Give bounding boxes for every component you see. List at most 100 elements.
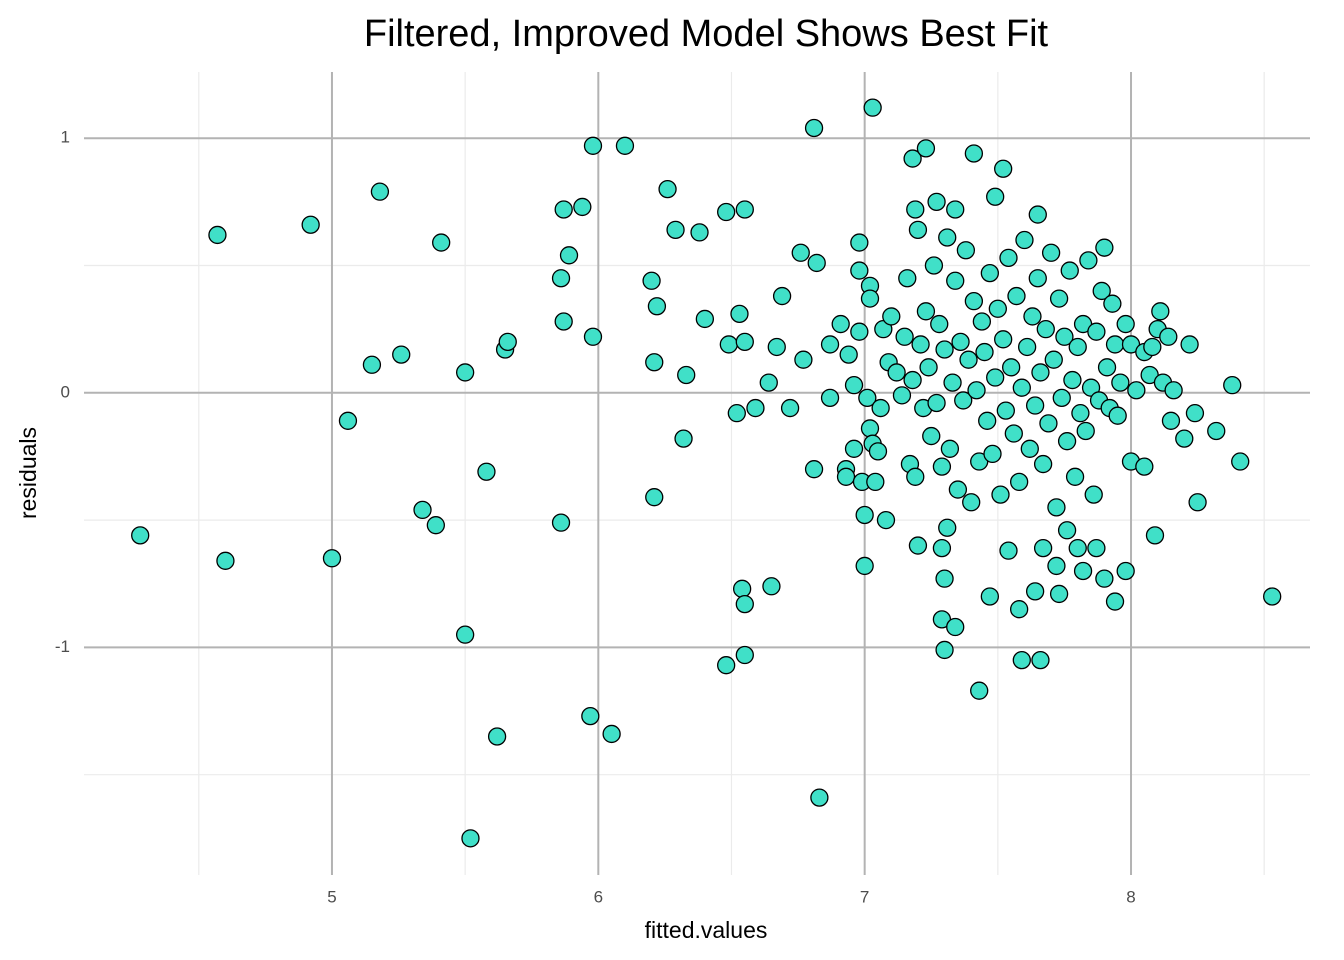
point — [767, 337, 786, 357]
point — [1028, 205, 1047, 224]
point — [1159, 327, 1178, 346]
point — [1076, 421, 1095, 441]
point — [956, 241, 976, 260]
point — [477, 462, 496, 481]
point — [924, 256, 944, 275]
point — [746, 398, 765, 418]
point — [413, 500, 432, 520]
point — [455, 363, 475, 382]
point — [1145, 526, 1165, 545]
x-tick-label: 7 — [860, 887, 869, 906]
point — [1263, 587, 1282, 606]
point — [1108, 406, 1127, 425]
point — [1073, 561, 1093, 581]
point — [487, 727, 507, 746]
point — [1188, 493, 1207, 512]
point — [1057, 432, 1077, 451]
point — [978, 411, 997, 430]
point — [1063, 370, 1082, 390]
point — [804, 118, 824, 138]
point — [850, 233, 869, 252]
point — [948, 480, 968, 499]
point — [1052, 388, 1071, 408]
points — [131, 98, 1282, 848]
point — [559, 246, 579, 265]
point — [338, 411, 358, 430]
point — [1116, 314, 1135, 334]
point — [1039, 414, 1058, 433]
point — [986, 187, 1005, 206]
point — [863, 98, 882, 117]
point — [735, 594, 754, 614]
point — [967, 381, 986, 400]
point — [1028, 269, 1047, 288]
point — [999, 541, 1018, 560]
point — [551, 513, 571, 532]
point — [1223, 376, 1242, 395]
point — [581, 706, 600, 726]
point — [455, 625, 475, 644]
chart-title: Filtered, Improved Model Shows Best Fit — [364, 13, 1049, 55]
point — [1009, 472, 1029, 492]
point — [871, 398, 890, 418]
point — [1084, 485, 1103, 504]
point — [991, 485, 1010, 504]
point — [903, 149, 922, 168]
point — [996, 401, 1015, 420]
point — [1103, 294, 1122, 313]
point — [1007, 286, 1026, 306]
point — [1044, 350, 1063, 369]
point — [927, 393, 946, 413]
point — [1207, 421, 1226, 441]
point — [1025, 396, 1045, 415]
point — [658, 179, 677, 199]
point — [932, 538, 952, 558]
point — [1068, 538, 1087, 558]
point — [1143, 337, 1162, 357]
point — [804, 460, 824, 479]
point — [855, 556, 874, 576]
point — [1031, 363, 1050, 382]
point — [1105, 335, 1125, 354]
point — [1057, 521, 1077, 540]
point — [908, 220, 928, 240]
point — [1004, 424, 1023, 443]
point — [1175, 429, 1194, 448]
point — [602, 724, 621, 744]
point — [370, 182, 390, 201]
point — [719, 335, 738, 354]
point — [1041, 243, 1061, 262]
point — [858, 388, 877, 408]
point — [690, 223, 709, 242]
point — [946, 200, 965, 219]
point — [1012, 378, 1031, 397]
point — [674, 429, 693, 448]
point — [1065, 467, 1085, 486]
point — [208, 225, 227, 245]
point — [645, 488, 664, 507]
point — [735, 332, 754, 352]
point — [791, 243, 810, 262]
point — [980, 587, 999, 606]
point — [927, 192, 946, 211]
y-tick-label: -1 — [55, 637, 70, 656]
point — [1023, 307, 1042, 326]
point — [1185, 404, 1205, 423]
point — [1116, 561, 1135, 581]
point — [1025, 582, 1045, 601]
point — [762, 577, 781, 596]
point — [216, 551, 235, 570]
point — [938, 518, 957, 537]
point — [831, 314, 850, 334]
point — [903, 370, 922, 390]
y-axis-label: residuals — [15, 427, 41, 519]
point — [860, 419, 880, 438]
point — [876, 510, 896, 530]
point — [930, 314, 949, 334]
point — [892, 386, 912, 405]
point — [717, 656, 736, 675]
point — [1161, 411, 1181, 430]
point — [1095, 569, 1114, 588]
point — [717, 202, 736, 222]
point — [868, 442, 888, 461]
